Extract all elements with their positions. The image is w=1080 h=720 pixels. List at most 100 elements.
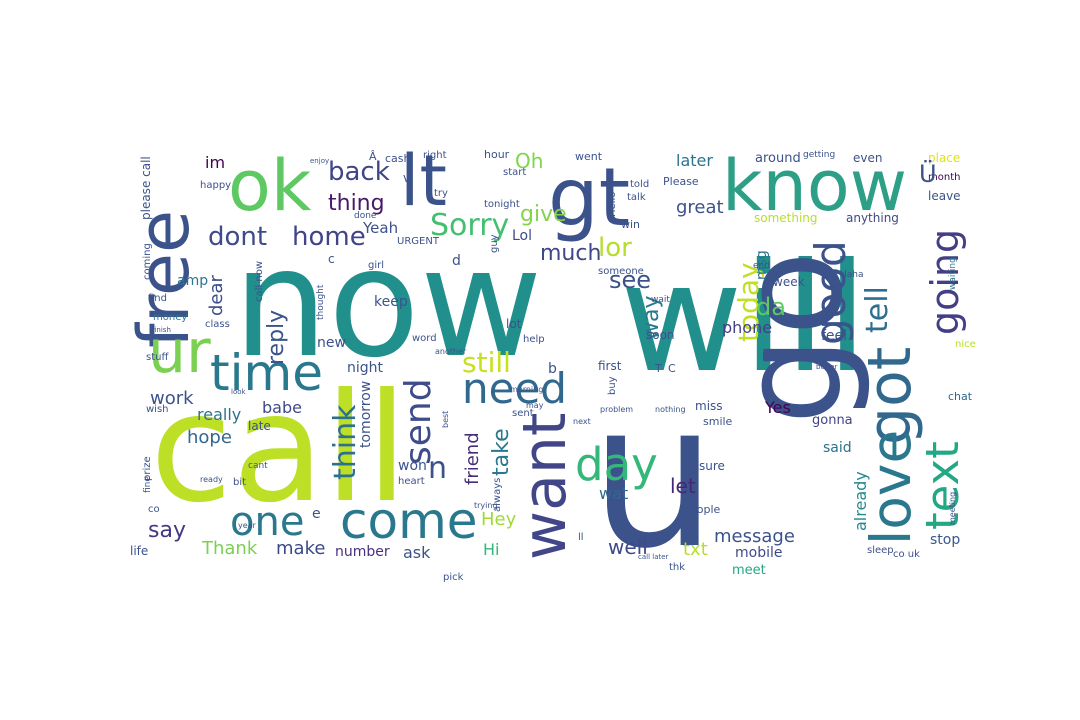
cloud-word: sleep (867, 545, 894, 556)
cloud-word: find (148, 293, 167, 304)
cloud-word: today (732, 262, 765, 342)
cloud-word: smile (703, 415, 733, 428)
cloud-word: need (462, 364, 567, 413)
cloud-word: hour (484, 148, 510, 161)
cloud-word: dont (208, 222, 267, 252)
cloud-word: coming (142, 243, 153, 280)
cloud-word: one (230, 499, 304, 545)
cloud-word: class (205, 319, 230, 330)
cloud-word: home (292, 222, 366, 252)
cloud-word: ok (228, 145, 312, 227)
cloud-word: wat (599, 484, 628, 503)
cloud-word: late (248, 419, 271, 433)
cloud-word: dear (206, 274, 227, 316)
cloud-word: mobile (735, 545, 782, 561)
cloud-word: come (340, 492, 478, 550)
cloud-word: Haha (840, 270, 864, 280)
cloud-word: give (520, 202, 567, 227)
cloud-word: even (853, 151, 882, 165)
cloud-word: d (452, 253, 461, 269)
cloud-word: happy (200, 180, 231, 191)
cloud-word: tomorrow (358, 381, 374, 448)
cloud-word: take (489, 428, 514, 476)
cloud-word: something (754, 211, 818, 225)
cloud-word: much (540, 241, 601, 266)
cloud-word: thought (316, 284, 326, 320)
cloud-word: c (328, 252, 335, 266)
cloud-word: night (347, 360, 384, 376)
cloud-word: told (630, 179, 649, 190)
cloud-word: v (403, 171, 410, 185)
cloud-word: better (816, 363, 838, 371)
cloud-word: e (312, 506, 321, 522)
cloud-word: Thank (201, 538, 258, 559)
cloud-word: call later (638, 553, 669, 561)
cloud-word: text (916, 441, 969, 530)
cloud-word: reply (264, 310, 289, 365)
cloud-word: URGENT (397, 236, 440, 247)
cloud-word: wait (651, 295, 670, 305)
cloud-word: think (328, 404, 363, 480)
cloud-word: b (548, 361, 557, 377)
cloud-word: new (317, 335, 346, 351)
cloud-word: ready (200, 475, 223, 484)
cloud-word: free (123, 210, 205, 348)
cloud-word: good (806, 240, 855, 345)
cloud-word: enjoy (310, 157, 329, 165)
cloud-word: call (150, 362, 408, 536)
cloud-word: u (590, 360, 717, 593)
cloud-word: already (851, 471, 870, 531)
cloud-word: love (859, 430, 923, 545)
cloud-word: amp (177, 273, 208, 289)
cloud-word: da (756, 293, 786, 321)
cloud-word: number (335, 544, 390, 560)
cloud-word: done (354, 211, 377, 221)
cloud-word: try (434, 188, 448, 199)
cloud-word: around (755, 151, 801, 166)
cloud-word: fine (143, 476, 153, 493)
cloud-word: word (412, 333, 437, 344)
cloud-word: Please (663, 175, 699, 188)
cloud-word: friend (462, 432, 483, 485)
cloud-word: end (753, 261, 770, 271)
cloud-word: go (711, 250, 874, 425)
cloud-word: sent (512, 408, 534, 419)
cloud-word: sure (699, 459, 725, 473)
cloud-word: best (441, 411, 450, 428)
cloud-word: Sorry (430, 208, 509, 243)
cloud-word: babe (262, 398, 302, 417)
cloud-word: day (575, 438, 658, 491)
cloud-word: Yes (764, 398, 791, 417)
cloud-word: trying (474, 501, 498, 510)
cloud-word: money (153, 312, 187, 323)
cloud-word: really (197, 405, 241, 424)
cloud-word: C (668, 362, 676, 375)
cloud-word: will (620, 232, 868, 406)
cloud-word: year (238, 521, 257, 530)
cloud-word: now (233, 217, 543, 391)
cloud-word: Yeah (362, 219, 398, 237)
cloud-word: first (598, 359, 622, 373)
cloud-word: txt (683, 539, 708, 560)
cloud-word: want (510, 413, 580, 560)
cloud-word: thing (328, 191, 385, 216)
cloud-word: gonna (812, 413, 853, 428)
cloud-word: said (823, 440, 852, 456)
cloud-word: n (428, 451, 447, 486)
cloud-word: meet (732, 563, 766, 578)
cloud-word: ll (578, 532, 584, 543)
cloud-word: tell (860, 286, 895, 333)
cloud-word: next (573, 417, 591, 426)
cloud-word: start (503, 167, 526, 178)
cloud-word: month (928, 172, 960, 183)
cloud-word: lunch (762, 352, 789, 363)
cloud-word: lor (598, 233, 632, 263)
cloud-word: right (423, 150, 447, 161)
cloud-word: buy (607, 376, 618, 395)
cloud-word: problem (600, 405, 633, 414)
cloud-word: way (639, 296, 664, 341)
cloud-word: heart (398, 476, 425, 487)
cloud-word: know (722, 145, 907, 227)
cloud-word: morning (510, 385, 543, 394)
